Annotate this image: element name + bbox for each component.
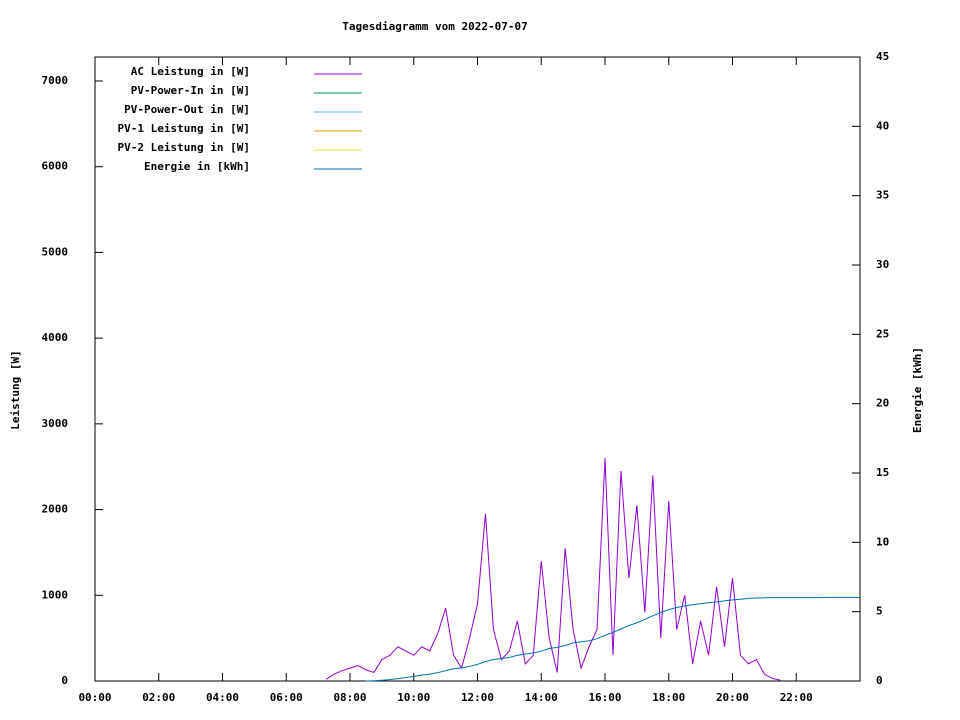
series-line [365, 597, 860, 682]
y2-axis-label: Energie [kWh] [911, 347, 924, 433]
y2-tick-label: 35 [876, 189, 889, 202]
y-tick-label: 4000 [42, 331, 69, 344]
x-tick-label: 14:00 [525, 691, 558, 704]
series-line [325, 458, 781, 681]
x-tick-label: 00:00 [78, 691, 111, 704]
y-tick-label: 2000 [42, 503, 69, 516]
y2-tick-label: 10 [876, 535, 889, 548]
legend-label: PV-1 Leistung in [W] [118, 122, 250, 135]
y2-tick-label: 25 [876, 327, 889, 340]
y2-tick-label: 40 [876, 119, 889, 132]
y-tick-label: 0 [61, 674, 68, 687]
y2-tick-label: 5 [876, 605, 883, 618]
x-tick-label: 12:00 [461, 691, 494, 704]
legend-label: Energie in [kWh] [144, 160, 250, 173]
x-tick-label: 18:00 [652, 691, 685, 704]
legend-label: AC Leistung in [W] [131, 65, 250, 78]
y-tick-label: 1000 [42, 588, 69, 601]
x-tick-label: 16:00 [588, 691, 621, 704]
y2-tick-label: 0 [876, 674, 883, 687]
x-tick-label: 22:00 [780, 691, 813, 704]
x-tick-label: 02:00 [142, 691, 175, 704]
y2-tick-label: 20 [876, 397, 889, 410]
x-tick-label: 06:00 [270, 691, 303, 704]
y2-tick-label: 45 [876, 50, 889, 63]
y-tick-label: 6000 [42, 160, 69, 173]
y2-tick-label: 15 [876, 466, 889, 479]
y2-tick-label: 30 [876, 258, 889, 271]
y-tick-label: 3000 [42, 417, 69, 430]
legend-label: PV-2 Leistung in [W] [118, 141, 250, 154]
x-tick-label: 08:00 [333, 691, 366, 704]
chart-title: Tagesdiagramm vom 2022-07-07 [342, 20, 527, 33]
y-tick-label: 7000 [42, 74, 69, 87]
x-tick-label: 10:00 [397, 691, 430, 704]
x-tick-label: 04:00 [206, 691, 239, 704]
y-tick-label: 5000 [42, 245, 69, 258]
x-tick-label: 20:00 [716, 691, 749, 704]
legend-label: PV-Power-In in [W] [131, 84, 250, 97]
legend-label: PV-Power-Out in [W] [124, 103, 250, 116]
y-axis-label: Leistung [W] [9, 350, 22, 429]
